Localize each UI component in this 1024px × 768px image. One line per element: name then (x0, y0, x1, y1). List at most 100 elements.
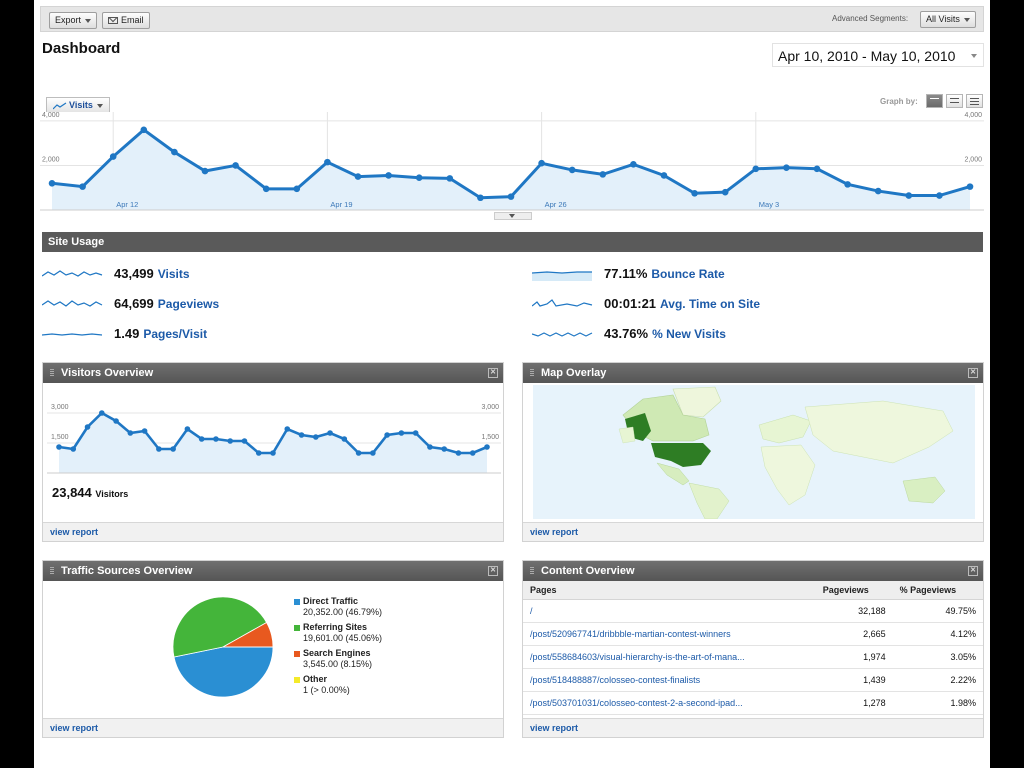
data-point[interactable] (446, 175, 454, 182)
col-header-pct-pageviews[interactable]: % Pageviews (892, 581, 983, 600)
usage-label[interactable]: Bounce Rate (651, 267, 725, 281)
data-point[interactable] (415, 174, 423, 182)
data-point[interactable] (79, 183, 86, 190)
close-icon[interactable]: ✕ (488, 566, 498, 576)
data-point[interactable] (469, 450, 476, 456)
close-icon[interactable]: ✕ (968, 566, 978, 576)
data-point[interactable] (721, 188, 729, 196)
data-point[interactable] (905, 192, 913, 199)
data-point[interactable] (70, 446, 77, 452)
data-point[interactable] (170, 446, 176, 452)
col-header-pageviews[interactable]: Pageviews (815, 581, 893, 600)
data-point[interactable] (293, 185, 301, 193)
data-point[interactable] (599, 171, 607, 178)
pie-slice-0[interactable] (173, 646, 274, 698)
graph-by-day-button[interactable] (926, 94, 943, 108)
data-point[interactable] (412, 430, 419, 436)
data-point[interactable] (270, 450, 276, 456)
data-point[interactable] (140, 126, 148, 134)
map-view-report-link[interactable]: view report (523, 522, 983, 541)
data-point[interactable] (56, 444, 62, 450)
data-point[interactable] (241, 438, 248, 444)
data-point[interactable] (327, 430, 333, 436)
col-header-pages[interactable]: Pages (523, 581, 816, 600)
data-point[interactable] (355, 450, 362, 456)
data-point[interactable] (936, 192, 943, 199)
visitors-view-report-link[interactable]: view report (43, 522, 503, 541)
date-range-picker[interactable]: Apr 10, 2010 - May 10, 2010 (772, 43, 984, 67)
world-map[interactable] (533, 385, 975, 519)
data-point[interactable] (48, 179, 56, 187)
drag-handle-icon[interactable] (530, 369, 534, 377)
data-point[interactable] (109, 153, 117, 160)
data-point[interactable] (752, 165, 760, 173)
drag-handle-icon[interactable] (530, 567, 534, 575)
data-point[interactable] (255, 450, 262, 456)
data-point[interactable] (385, 172, 392, 179)
data-point[interactable] (324, 158, 331, 166)
data-point[interactable] (227, 438, 233, 444)
data-point[interactable] (141, 428, 148, 434)
data-point[interactable] (184, 426, 191, 432)
segment-select[interactable]: All Visits (920, 11, 976, 28)
data-point[interactable] (813, 165, 821, 173)
data-point[interactable] (113, 418, 119, 424)
page-link[interactable]: /post/520967741/dribbble-martian-contest… (523, 622, 816, 646)
usage-label[interactable]: Pages/Visit (143, 327, 208, 341)
data-point[interactable] (213, 436, 219, 442)
data-point[interactable] (484, 444, 490, 450)
data-point[interactable] (783, 164, 790, 171)
traffic-view-report-link[interactable]: view report (43, 718, 503, 737)
graph-by-month-button[interactable] (966, 94, 983, 108)
data-point[interactable] (630, 161, 637, 168)
data-point[interactable] (127, 430, 134, 436)
data-point[interactable] (966, 183, 974, 190)
chart-resize-handle[interactable] (494, 212, 532, 220)
data-point[interactable] (370, 450, 376, 456)
data-point[interactable] (313, 434, 319, 440)
data-point[interactable] (384, 432, 390, 438)
data-point[interactable] (507, 193, 515, 200)
data-point[interactable] (660, 172, 668, 179)
metric-select[interactable]: Visits (46, 97, 110, 112)
export-button[interactable]: Export (49, 12, 98, 29)
data-point[interactable] (538, 159, 545, 167)
page-link[interactable]: /post/558684603/visual-hierarchy-is-the-… (523, 645, 816, 669)
page-link[interactable]: /post/503701031/colosseo-contest-2-a-sec… (523, 691, 816, 715)
usage-label[interactable]: Visits (157, 267, 190, 281)
content-view-report-link[interactable]: view report (523, 718, 983, 737)
data-point[interactable] (874, 187, 882, 195)
data-point[interactable] (201, 167, 209, 175)
usage-label[interactable]: Pageviews (157, 297, 220, 311)
data-point[interactable] (341, 436, 348, 442)
data-point[interactable] (455, 450, 462, 456)
data-point[interactable] (232, 162, 239, 169)
data-point[interactable] (171, 148, 178, 156)
data-point[interactable] (441, 446, 448, 452)
pie-slice-1[interactable] (172, 596, 268, 658)
email-button[interactable]: Email (102, 12, 150, 29)
data-point[interactable] (198, 436, 205, 442)
page-link[interactable]: / (523, 599, 816, 623)
data-point[interactable] (284, 426, 291, 432)
data-point[interactable] (844, 181, 851, 188)
data-point[interactable] (354, 173, 362, 180)
data-point[interactable] (262, 185, 270, 193)
drag-handle-icon[interactable] (50, 369, 54, 377)
data-point[interactable] (298, 432, 305, 438)
data-point[interactable] (691, 189, 698, 197)
data-point[interactable] (84, 424, 91, 430)
data-point[interactable] (427, 444, 433, 450)
data-point[interactable] (398, 430, 405, 436)
page-link[interactable]: /post/518488887/colosseo-contest-finalis… (523, 668, 816, 692)
drag-handle-icon[interactable] (50, 567, 54, 575)
close-icon[interactable]: ✕ (968, 368, 978, 378)
usage-label[interactable]: Avg. Time on Site (660, 297, 761, 311)
data-point[interactable] (99, 410, 105, 416)
close-icon[interactable]: ✕ (488, 368, 498, 378)
graph-by-week-button[interactable] (946, 94, 963, 108)
data-point[interactable] (156, 446, 162, 452)
data-point[interactable] (568, 166, 576, 174)
usage-label[interactable]: % New Visits (652, 327, 726, 341)
data-point[interactable] (477, 194, 484, 202)
